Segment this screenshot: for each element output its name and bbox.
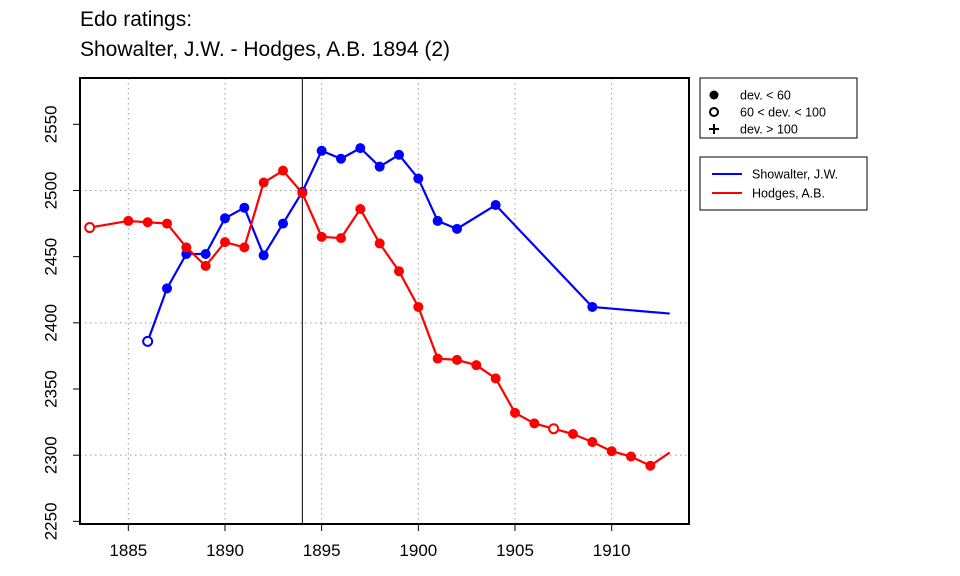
series-legend-label: Hodges, A.B. (752, 187, 825, 201)
data-point (220, 237, 230, 248)
data-point (316, 145, 327, 156)
data-point (587, 436, 598, 447)
data-point (568, 429, 578, 440)
data-point (452, 354, 462, 365)
data-point (529, 418, 540, 429)
data-point (278, 218, 288, 229)
y-tick-label: 2300 (41, 436, 60, 474)
data-point (548, 423, 560, 435)
marker-legend-label: dev. > 100 (740, 123, 798, 137)
data-point (200, 260, 211, 271)
series-legend-box (699, 156, 868, 211)
data-point (142, 217, 153, 228)
data-point (220, 213, 230, 224)
data-point (606, 446, 617, 457)
x-tick-label: 1895 (303, 541, 341, 560)
data-point (336, 233, 346, 244)
data-point (162, 283, 172, 294)
data-point (123, 215, 134, 226)
x-tick-label: 1910 (593, 541, 631, 560)
data-point (645, 460, 656, 471)
data-point (278, 165, 288, 176)
data-point (374, 161, 385, 172)
data-point (355, 143, 366, 154)
marker-legend-label: dev. < 60 (740, 89, 791, 103)
series-line-1 (89, 169, 671, 468)
data-point (84, 222, 96, 234)
y-tick-label: 2400 (41, 304, 60, 342)
data-point (258, 177, 269, 188)
legend-plus-icon (709, 124, 719, 134)
plot-frame (79, 77, 690, 525)
series-legend-label: Showalter, J.W. (752, 168, 838, 182)
data-point (490, 200, 501, 211)
data-point (432, 353, 443, 364)
y-tick-label: 2250 (41, 502, 60, 540)
x-tick-label: 1885 (109, 541, 147, 560)
data-point (413, 301, 424, 312)
data-point (510, 407, 520, 418)
y-tick-label: 2500 (41, 172, 60, 210)
data-point (626, 451, 636, 462)
x-tick-label: 1890 (206, 541, 244, 560)
data-point (162, 218, 172, 229)
data-point (432, 215, 443, 226)
data-point (316, 231, 327, 242)
y-tick-label: 2350 (41, 370, 60, 408)
data-point (394, 149, 404, 160)
x-tick-label: 1900 (399, 541, 437, 560)
marker-legend-box (699, 77, 858, 139)
x-tick-label: 1905 (496, 541, 534, 560)
data-point (142, 335, 154, 347)
y-tick-label: 2450 (41, 238, 60, 276)
data-point (413, 173, 424, 184)
data-point (181, 242, 192, 253)
data-point (297, 188, 308, 199)
data-point (587, 301, 598, 312)
data-point (471, 360, 482, 371)
data-point (490, 373, 501, 384)
data-point (258, 250, 269, 261)
data-point (394, 266, 404, 277)
marker-legend-label: 60 < dev. < 100 (740, 106, 826, 120)
data-point (200, 249, 211, 260)
data-point (452, 223, 462, 234)
data-point (336, 153, 346, 164)
data-point (239, 242, 250, 253)
chart-title-line1: Edo ratings: (80, 8, 193, 31)
chart-title-line2: Showalter, J.W. - Hodges, A.B. 1894 (2) (80, 38, 451, 61)
data-point (355, 204, 366, 215)
legend-open-circle-icon (709, 107, 719, 117)
y-tick-label: 2550 (41, 105, 60, 143)
legend-filled-circle-icon (709, 90, 719, 100)
data-point (239, 202, 250, 213)
data-point (374, 238, 385, 249)
